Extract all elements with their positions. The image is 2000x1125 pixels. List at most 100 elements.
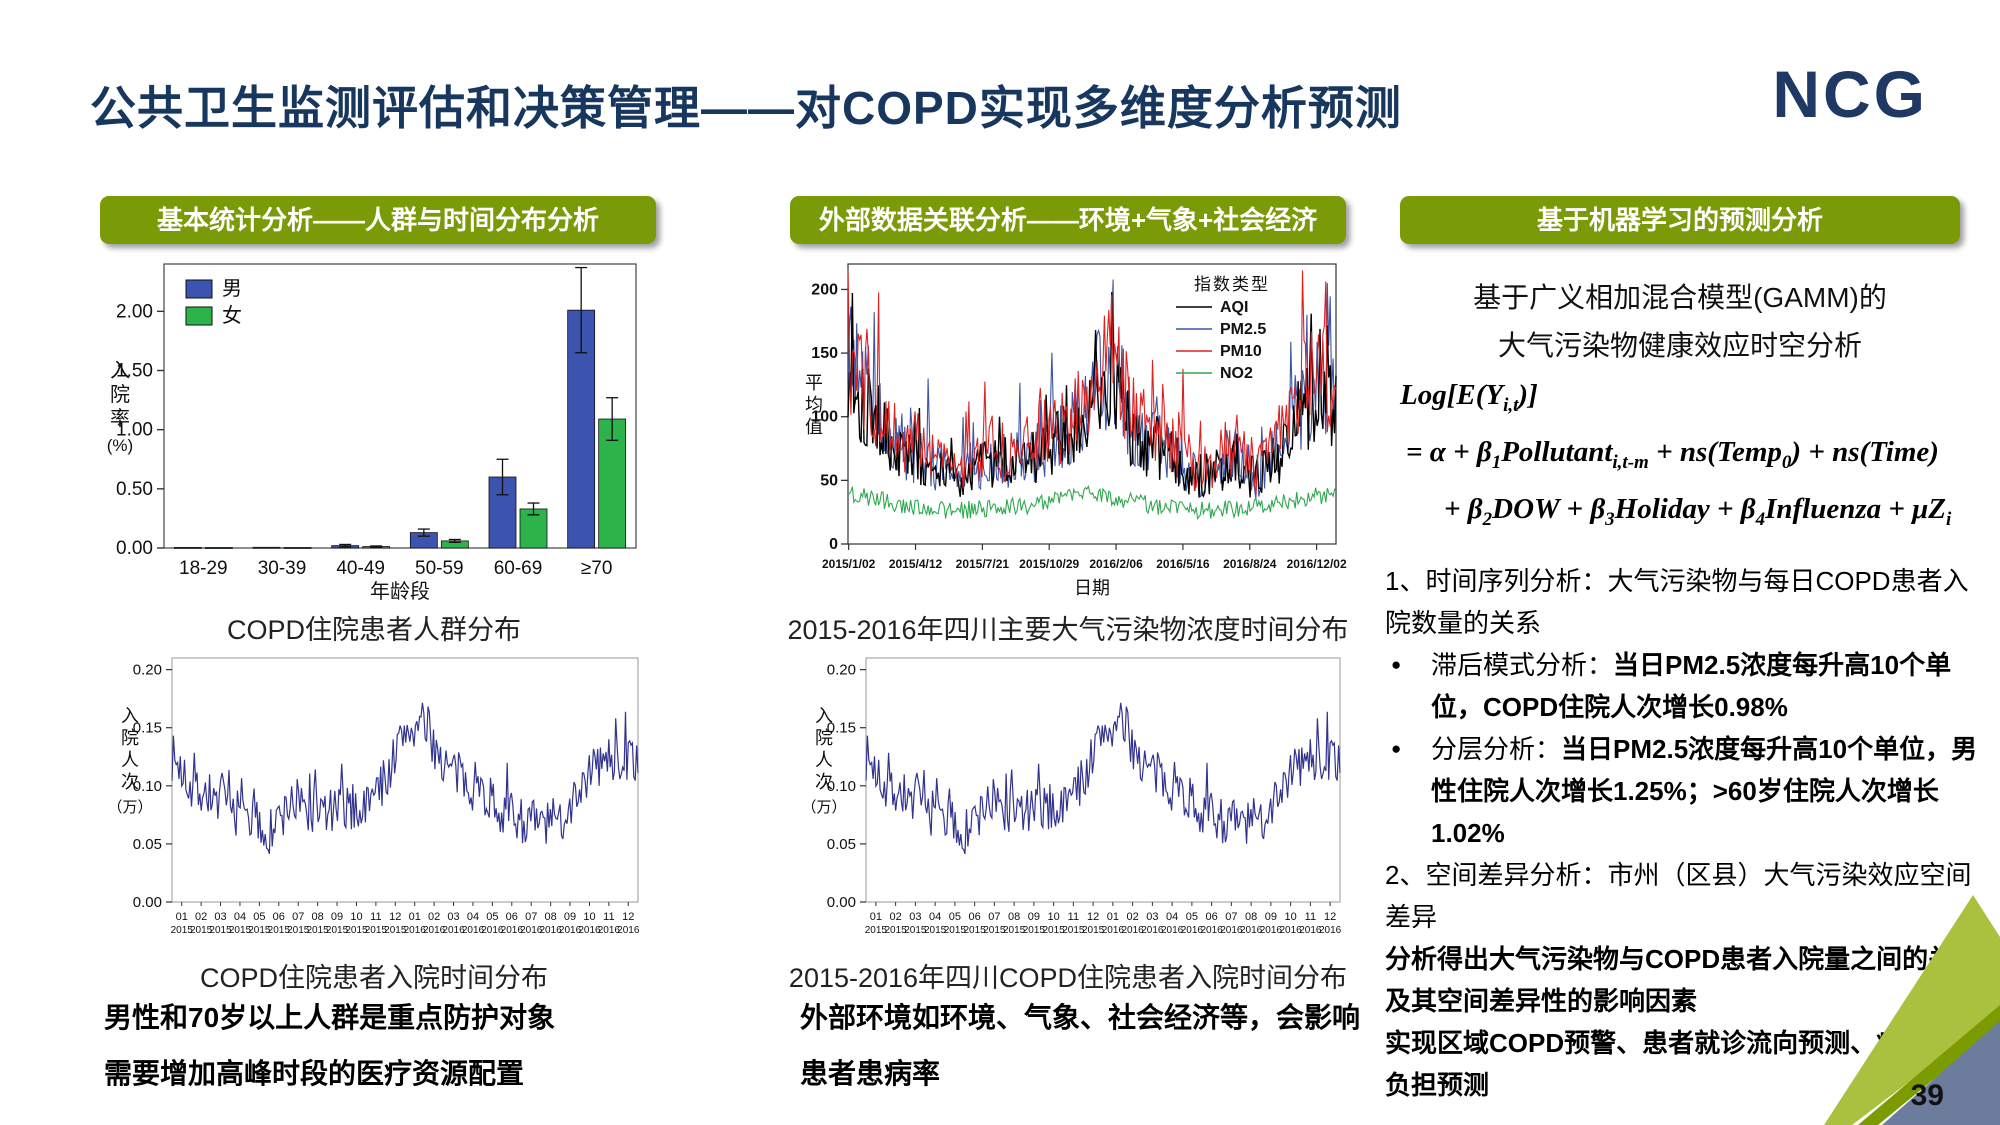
- svg-text:2015: 2015: [248, 925, 271, 936]
- svg-text:平: 平: [805, 373, 823, 393]
- svg-text:2015: 2015: [268, 925, 291, 936]
- svg-text:2016: 2016: [404, 925, 427, 936]
- ncg-logo: NCG: [1772, 57, 1928, 131]
- svg-text:2016: 2016: [481, 925, 504, 936]
- col1-conclusion-line2: 需要增加高峰时段的医疗资源配置: [104, 1058, 525, 1089]
- svg-text:08: 08: [312, 911, 324, 923]
- svg-text:2015: 2015: [345, 925, 368, 936]
- pollutant-timeseries-chart: 0 50 100 150 200 平均值 2015/1/02 2015/4/12 2015/7/…: [790, 256, 1350, 606]
- svg-text:03: 03: [909, 911, 921, 923]
- admission-timeseries-left: 0.00 0.05 0.10 0.15 0.20 入院人次（万） 01 2015 02 2015 0…: [100, 650, 648, 952]
- admission-chart-caption-right: 2015-2016年四川COPD住院患者入院时间分布: [788, 963, 1348, 993]
- svg-text:02: 02: [890, 911, 902, 923]
- svg-text:0.15: 0.15: [133, 720, 162, 737]
- svg-text:2015/7/21: 2015/7/21: [956, 557, 1010, 571]
- svg-text:2016: 2016: [1240, 925, 1263, 936]
- age-gender-bar-chart: 0.00 0.50 1.00 1.50 2.00 入院率 (%) 18-29 30-39 40-4…: [100, 256, 648, 606]
- svg-text:10: 10: [1285, 911, 1297, 923]
- col2-header: 外部数据关联分析——环境+气象+社会经济: [790, 196, 1346, 244]
- svg-text:AQI: AQI: [1220, 299, 1248, 316]
- svg-text:03: 03: [1146, 911, 1158, 923]
- svg-text:30-39: 30-39: [258, 558, 307, 579]
- svg-text:（万）: （万）: [801, 799, 846, 816]
- svg-text:2015: 2015: [904, 925, 927, 936]
- svg-text:1.00: 1.00: [116, 420, 153, 441]
- svg-text:2016/2/06: 2016/2/06: [1089, 557, 1143, 571]
- svg-text:2015: 2015: [1062, 925, 1085, 936]
- svg-text:2015: 2015: [229, 925, 252, 936]
- svg-text:04: 04: [1166, 911, 1178, 923]
- formula-line: + β2DOW + β3Holiday + β4Influenza + μZi: [1444, 492, 1952, 530]
- svg-text:2015/1/02: 2015/1/02: [822, 557, 876, 571]
- svg-text:男: 男: [222, 278, 242, 300]
- svg-text:12: 12: [389, 911, 401, 923]
- svg-text:01: 01: [1107, 911, 1119, 923]
- svg-text:09: 09: [1265, 911, 1277, 923]
- svg-text:2016: 2016: [1181, 925, 1204, 936]
- svg-text:2016: 2016: [1260, 925, 1283, 936]
- svg-text:2015: 2015: [384, 925, 407, 936]
- svg-text:11: 11: [1068, 911, 1079, 923]
- svg-text:10: 10: [1048, 911, 1060, 923]
- svg-text:2016: 2016: [1319, 925, 1342, 936]
- svg-text:2015: 2015: [885, 925, 908, 936]
- svg-text:2015: 2015: [865, 925, 888, 936]
- svg-text:04: 04: [234, 911, 246, 923]
- svg-text:11: 11: [603, 911, 614, 923]
- svg-text:05: 05: [486, 911, 498, 923]
- corner-decoration: [1824, 895, 2000, 1125]
- gamm-intro-line2: 大气污染物健康效应时空分析: [1497, 330, 1862, 361]
- svg-text:率: 率: [110, 407, 130, 430]
- svg-text:0.20: 0.20: [827, 662, 856, 679]
- svg-text:06: 06: [506, 911, 518, 923]
- col1-conclusion-line1: 男性和70岁以上人群是重点防护对象: [104, 1002, 556, 1033]
- svg-text:05: 05: [949, 911, 961, 923]
- svg-text:2016: 2016: [559, 925, 582, 936]
- svg-text:01: 01: [870, 911, 882, 923]
- svg-text:2016: 2016: [1280, 925, 1303, 936]
- analysis-paragraph: 2、空间差异分析：市州（区县）大气污染效应空间差异: [1385, 860, 1972, 932]
- svg-text:11: 11: [370, 911, 381, 923]
- svg-text:01: 01: [409, 911, 421, 923]
- svg-text:2016: 2016: [1141, 925, 1164, 936]
- svg-text:2016: 2016: [540, 925, 563, 936]
- svg-text:150: 150: [811, 345, 838, 362]
- gamm-intro-line1: 基于广义相加混合模型(GAMM)的: [1473, 282, 1887, 313]
- formula-line: = α + β1Pollutanti,t-m + ns(Temp0) + ns(…: [1406, 435, 1939, 473]
- bar-chart-caption: COPD住院患者人群分布: [226, 615, 521, 645]
- svg-text:200: 200: [811, 281, 838, 298]
- svg-text:09: 09: [1028, 911, 1040, 923]
- svg-text:≥70: ≥70: [581, 558, 613, 579]
- svg-text:2015: 2015: [924, 925, 947, 936]
- svg-text:100: 100: [811, 409, 838, 426]
- svg-text:06: 06: [1206, 911, 1218, 923]
- svg-text:2016: 2016: [1220, 925, 1243, 936]
- svg-text:2015: 2015: [1003, 925, 1026, 936]
- svg-text:院: 院: [815, 728, 833, 748]
- svg-text:08: 08: [1245, 911, 1257, 923]
- svg-text:2016: 2016: [1299, 925, 1322, 936]
- svg-text:12: 12: [622, 911, 634, 923]
- svg-text:09: 09: [331, 911, 343, 923]
- svg-text:04: 04: [929, 911, 941, 923]
- svg-text:2016: 2016: [578, 925, 601, 936]
- svg-text:0.05: 0.05: [827, 836, 856, 853]
- svg-text:入: 入: [815, 706, 833, 726]
- svg-text:2016: 2016: [1102, 925, 1125, 936]
- svg-text:2015: 2015: [944, 925, 967, 936]
- svg-text:1.50: 1.50: [116, 361, 153, 382]
- svg-text:2015/10/29: 2015/10/29: [1019, 557, 1079, 571]
- gamm-intro: 基于广义相加混合模型(GAMM)的 大气污染物健康效应时空分析: [1400, 274, 1960, 370]
- svg-text:院: 院: [121, 728, 139, 748]
- svg-text:次: 次: [815, 772, 833, 792]
- svg-text:0.00: 0.00: [827, 894, 856, 911]
- svg-text:0.00: 0.00: [116, 538, 153, 559]
- svg-text:03: 03: [447, 911, 459, 923]
- svg-text:06: 06: [273, 911, 285, 923]
- pollutant-chart-caption: 2015-2016年四川主要大气污染物浓度时间分布: [787, 615, 1349, 645]
- svg-text:女: 女: [222, 304, 242, 327]
- svg-text:02: 02: [1127, 911, 1139, 923]
- analysis-bullet-item: ● 分层分析：当日PM2.5浓度每升高10个单位，男性住院人次增长1.25%；>6…: [1391, 734, 1978, 848]
- admission-chart-caption-left: COPD住院患者入院时间分布: [199, 963, 548, 993]
- svg-text:2015/4/12: 2015/4/12: [889, 557, 943, 571]
